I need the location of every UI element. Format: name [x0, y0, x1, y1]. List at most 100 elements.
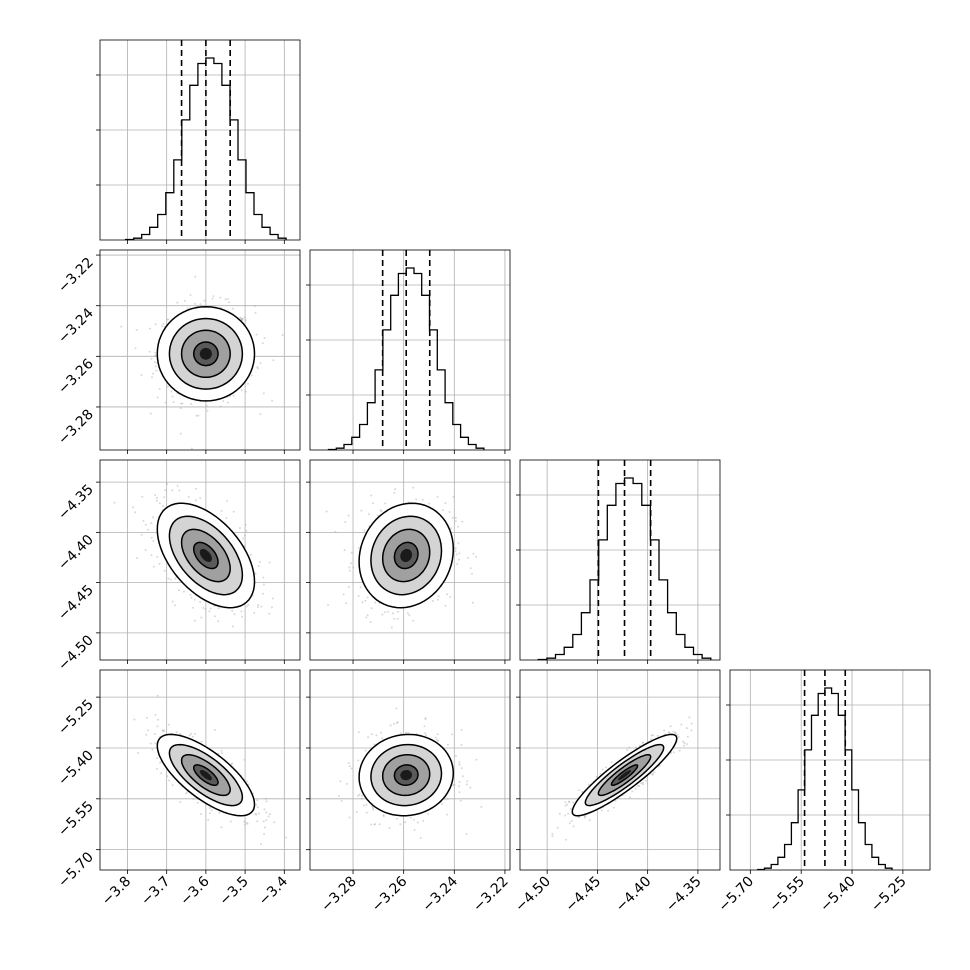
x-tick-label: −4.40: [613, 874, 655, 916]
sample-point: [656, 734, 659, 737]
sample-point: [263, 833, 266, 835]
contour-line: [370, 515, 443, 596]
sample-point: [245, 780, 248, 783]
sample-point: [154, 351, 157, 354]
density-area: [551, 716, 693, 841]
sample-point: [214, 615, 216, 618]
sample-point: [200, 616, 203, 619]
sample-point: [181, 402, 184, 405]
density-area: [113, 482, 274, 628]
sample-point: [219, 296, 222, 299]
sample-point: [136, 557, 139, 559]
sample-point: [142, 519, 145, 522]
sample-point: [357, 731, 360, 734]
sample-point: [641, 781, 644, 784]
sample-point: [446, 813, 449, 816]
sample-point: [229, 820, 232, 823]
sample-point: [232, 394, 235, 397]
sample-point: [344, 521, 347, 524]
sample-point: [583, 816, 586, 819]
sample-point: [424, 718, 427, 721]
sample-point: [644, 779, 647, 782]
sample-point: [243, 758, 246, 761]
scatter-panel-3-2: −4.50 −4.45 −4.40 −4.35: [512, 669, 721, 916]
sample-point: [357, 759, 360, 762]
y-tick-label: −3.24: [55, 305, 97, 347]
contour-line: [180, 753, 231, 797]
axes-frame: [99, 39, 301, 241]
contour-line: [168, 515, 244, 596]
sample-point: [203, 299, 206, 302]
sample-point: [422, 819, 425, 822]
axes-frame: [519, 669, 721, 871]
density-area: [325, 486, 478, 629]
sample-point: [263, 826, 266, 829]
sample-point: [381, 613, 384, 616]
sample-point: [175, 731, 178, 734]
sample-point: [651, 773, 654, 776]
y-tick-label: −4.35: [55, 482, 97, 524]
sample-point: [168, 779, 171, 782]
sample-point: [370, 607, 373, 610]
sample-point: [434, 736, 437, 739]
sample-point: [259, 413, 262, 416]
sample-point: [451, 733, 454, 736]
sample-point: [375, 734, 378, 737]
sample-point: [158, 388, 161, 390]
sample-point: [458, 558, 460, 561]
sample-point: [156, 767, 159, 770]
sample-point: [668, 731, 670, 734]
sample-point: [250, 374, 253, 377]
sample-point: [199, 303, 202, 306]
sample-point: [150, 554, 153, 557]
sample-point: [148, 350, 151, 353]
sample-point: [233, 613, 236, 616]
sample-point: [567, 800, 570, 803]
sample-point: [381, 737, 384, 740]
x-tick-label: −4.50: [512, 874, 554, 916]
sample-point: [205, 404, 208, 407]
sample-point: [152, 565, 155, 568]
sample-point: [267, 815, 270, 818]
x-tick-label: −3.26: [369, 873, 411, 915]
sample-point: [444, 798, 447, 801]
y-tick-label: −3.26: [55, 356, 97, 398]
sample-point: [460, 767, 463, 770]
sample-point: [358, 793, 361, 796]
sample-point: [458, 791, 461, 794]
sample-point: [162, 505, 165, 508]
sample-point: [677, 735, 680, 738]
sample-point: [200, 740, 203, 743]
contour-line: [156, 305, 256, 402]
sample-point: [457, 525, 460, 528]
contour-line: [156, 502, 256, 609]
sample-point: [440, 803, 443, 806]
x-tick-label: −3.7: [138, 874, 173, 909]
sample-point: [256, 366, 259, 369]
sample-point: [448, 511, 451, 513]
sample-point: [340, 800, 343, 802]
sample-point: [166, 385, 169, 388]
sample-point: [380, 731, 383, 734]
sample-point: [600, 809, 603, 812]
sample-point: [460, 729, 463, 731]
sample-point: [364, 599, 367, 602]
density-level: [199, 347, 212, 360]
contour-line: [358, 733, 455, 817]
sample-point: [262, 820, 265, 823]
contour-line: [156, 733, 256, 817]
sample-point: [396, 618, 399, 620]
sample-point: [391, 612, 394, 615]
sample-point: [686, 735, 689, 738]
sample-point: [151, 376, 153, 379]
sample-point: [650, 738, 653, 740]
sample-point: [449, 595, 452, 598]
sample-point: [185, 792, 188, 795]
sample-point: [193, 619, 196, 622]
sample-point: [193, 598, 196, 601]
sample-point: [668, 731, 670, 734]
sample-point: [211, 297, 214, 300]
sample-point: [469, 786, 472, 789]
sample-point: [176, 301, 179, 304]
sample-point: [150, 522, 153, 525]
